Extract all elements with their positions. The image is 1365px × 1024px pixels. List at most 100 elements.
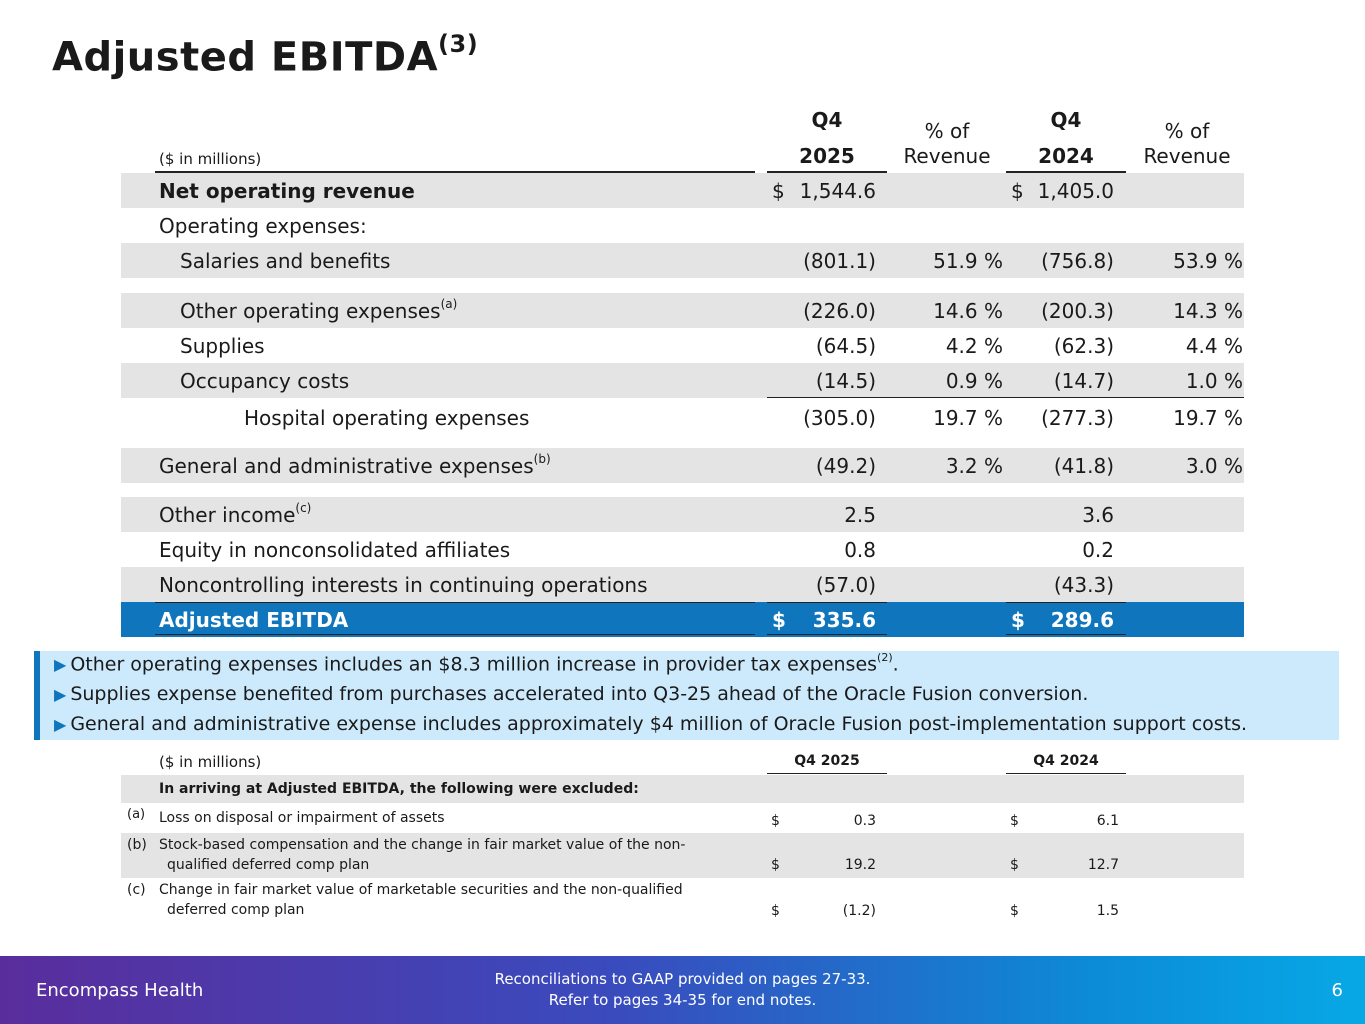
exclusions-header-q4-2024: Q4 2024 <box>1033 753 1099 769</box>
footnote-ref: (c) <box>295 501 312 516</box>
exclusion-value-q4-2025: 0.3 <box>853 813 876 829</box>
dollar-sign: $ <box>772 608 786 632</box>
dollar-sign: $ <box>771 857 780 873</box>
footer-note-line-2: Refer to pages 34-35 for end notes. <box>548 991 817 1009</box>
footnote-key: (a) <box>127 807 146 822</box>
dollar-sign: $ <box>771 813 780 829</box>
exclusion-value-q4-2024: 12.7 <box>1087 857 1119 873</box>
value-q4-2024: (200.3) <box>1041 299 1114 323</box>
callout-bullet-3: ▶ General and administrative expense incl… <box>54 713 1248 735</box>
value-q4-2025: (14.5) <box>815 369 876 393</box>
exclusions-units-label: ($ in millions) <box>159 753 262 771</box>
footnote-key: (c) <box>127 882 146 898</box>
header-q4-2025-bottom: 2025 <box>799 144 855 168</box>
table-row-supplies: Supplies (64.5) 4.2 % (62.3) 4.4 % <box>121 328 1244 363</box>
value-q4-2025: (49.2) <box>815 454 876 478</box>
pct-q4-2024: 3.0 % <box>1185 454 1243 478</box>
value-q4-2025: (305.0) <box>803 406 876 430</box>
exclusions-rule-q4-2024 <box>1006 773 1126 774</box>
exclusion-description-cont: deferred comp plan <box>167 902 305 918</box>
units-label: ($ in millions) <box>159 150 262 168</box>
value-q4-2024: (62.3) <box>1053 334 1114 358</box>
row-label: Noncontrolling interests in continuing o… <box>159 573 648 597</box>
footer-note: Reconciliations to GAAP provided on page… <box>0 969 1365 1011</box>
triangle-bullet-icon: ▶ <box>54 655 67 675</box>
exclusion-value-q4-2025: 19.2 <box>844 857 876 873</box>
exclusions-row-a: (a) Loss on disposal or impairment of as… <box>121 803 1244 833</box>
row-label: Occupancy costs <box>180 369 350 393</box>
row-label: General and administrative expenses(b) <box>159 452 551 478</box>
total-rule-top-q4-2024 <box>1006 602 1126 603</box>
dollar-sign: $ <box>1011 608 1025 632</box>
exclusion-value-q4-2025: (1.2) <box>842 903 876 919</box>
exclusion-value-q4-2024: 6.1 <box>1096 813 1119 829</box>
table-row-net-operating-revenue: Net operating revenue $ 1,544.6 $ 1,405.… <box>121 173 1244 208</box>
row-label: Net operating revenue <box>159 179 415 203</box>
pct-q4-2025: 0.9 % <box>945 369 1003 393</box>
value-q4-2025: (801.1) <box>803 249 876 273</box>
header-pct-revenue-2-top: % of <box>1164 119 1210 143</box>
row-label: Supplies <box>180 334 265 358</box>
exclusion-description: Stock-based compensation and the change … <box>159 837 686 853</box>
footnote-ref: (2) <box>877 651 893 664</box>
pct-q4-2025: 4.2 % <box>945 334 1003 358</box>
commentary-callout: ▶ Other operating expenses includes an $8… <box>34 651 1339 740</box>
row-label: Operating expenses: <box>159 214 367 238</box>
value-q4-2025: 0.8 <box>844 538 876 562</box>
value-q4-2024: (14.7) <box>1053 369 1114 393</box>
page-number: 6 <box>1331 980 1343 1001</box>
pct-q4-2025: 51.9 % <box>933 249 1003 273</box>
value-q4-2024: 1,405.0 <box>1037 179 1114 203</box>
table-row-equity-affiliates: Equity in nonconsolidated affiliates 0.8… <box>121 532 1244 567</box>
footnote-ref: (b) <box>533 452 551 467</box>
value-q4-2025: 335.6 <box>812 608 876 632</box>
dollar-sign: $ <box>772 179 785 203</box>
triangle-bullet-icon: ▶ <box>54 715 67 734</box>
exclusions-heading-row: In arriving at Adjusted EBITDA, the foll… <box>121 775 1244 803</box>
exclusion-description-cont: qualified deferred comp plan <box>167 857 370 873</box>
table-row-adjusted-ebitda: Adjusted EBITDA $ 335.6 $ 289.6 <box>121 602 1244 637</box>
exclusion-value-q4-2024: 1.5 <box>1096 903 1119 919</box>
value-q4-2024: 0.2 <box>1082 538 1114 562</box>
value-q4-2025: (57.0) <box>815 573 876 597</box>
dollar-sign: $ <box>1011 179 1024 203</box>
footer-bar: Encompass Health Reconciliations to GAAP… <box>0 956 1365 1024</box>
row-label: Adjusted EBITDA <box>159 608 349 632</box>
value-q4-2025: (64.5) <box>815 334 876 358</box>
table-row-general-administrative: General and administrative expenses(b) (… <box>121 448 1244 483</box>
value-q4-2024: (756.8) <box>1041 249 1114 273</box>
row-label: Hospital operating expenses <box>244 406 530 430</box>
footer-brand: Encompass Health <box>36 980 204 1001</box>
value-q4-2025: 2.5 <box>844 503 876 527</box>
dollar-sign: $ <box>1010 903 1019 919</box>
exclusions-rule-q4-2025 <box>767 773 887 774</box>
footer-note-line-1: Reconciliations to GAAP provided on page… <box>494 970 871 988</box>
row-label: Other income(c) <box>159 501 312 527</box>
header-rule-q4-2025 <box>767 171 887 173</box>
total-double-rule-q4-2025 <box>767 634 887 635</box>
pct-q4-2025: 3.2 % <box>945 454 1003 478</box>
value-q4-2024: (41.8) <box>1053 454 1114 478</box>
value-q4-2024: 3.6 <box>1082 503 1114 527</box>
table-row-operating-expenses: Operating expenses: <box>121 208 1244 243</box>
total-rule-top-label <box>155 602 755 603</box>
exclusions-row-c: (c) Change in fair market value of marke… <box>121 878 1244 923</box>
pct-q4-2024: 4.4 % <box>1185 334 1243 358</box>
pct-q4-2024: 1.0 % <box>1185 369 1243 393</box>
exclusions-row-b: (b) Stock-based compensation and the cha… <box>121 833 1244 878</box>
dollar-sign: $ <box>1010 857 1019 873</box>
title-footnote-ref: (3) <box>438 30 479 58</box>
pct-q4-2024: 19.7 % <box>1173 406 1243 430</box>
header-q4-2024-bottom: 2024 <box>1038 144 1094 168</box>
exclusions-heading: In arriving at Adjusted EBITDA, the foll… <box>159 781 639 797</box>
pct-q4-2024: 14.3 % <box>1173 299 1243 323</box>
value-q4-2024: (43.3) <box>1053 573 1114 597</box>
row-label: Other operating expenses(a) <box>180 297 458 323</box>
header-pct-revenue-2-bottom: Revenue <box>1143 144 1231 168</box>
value-q4-2025: 1,544.6 <box>799 179 876 203</box>
pct-q4-2025: 19.7 % <box>933 406 1003 430</box>
header-q4-2025-top: Q4 <box>811 108 843 132</box>
dollar-sign: $ <box>1010 813 1019 829</box>
header-rule-q4-2024 <box>1006 171 1126 173</box>
row-label: Salaries and benefits <box>180 249 391 273</box>
